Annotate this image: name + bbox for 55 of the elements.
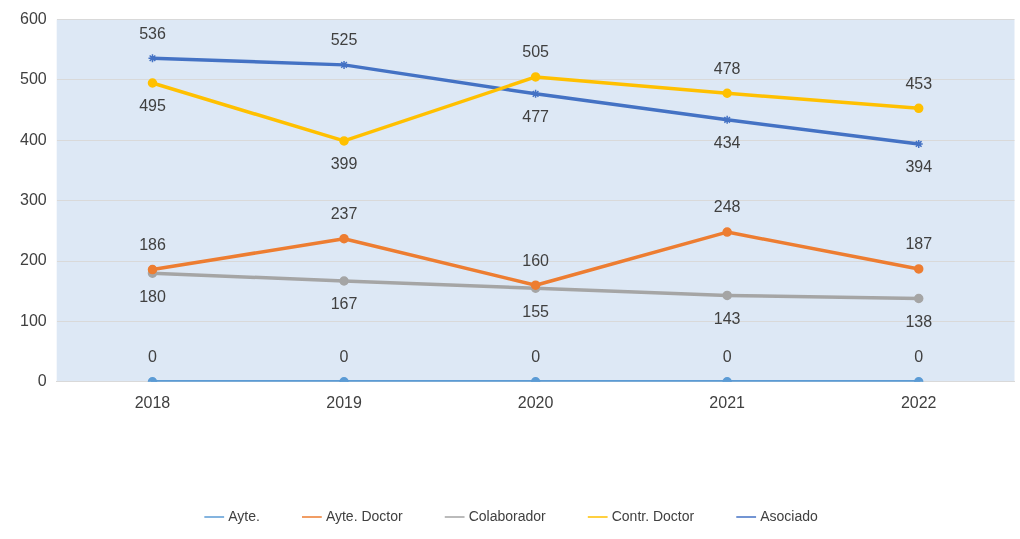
data-label: 0 [339, 348, 349, 366]
point [339, 276, 349, 286]
point [339, 136, 349, 146]
y-tick-label: 600 [19, 10, 47, 28]
y-tick-label: 500 [19, 70, 47, 88]
data-label: 237 [330, 205, 358, 223]
data-label: 477 [522, 108, 550, 126]
data-label: 495 [139, 97, 166, 115]
y-tick-label: 400 [19, 130, 47, 148]
point [530, 72, 541, 82]
point [722, 227, 732, 237]
legend-label: Contr. Doctor [611, 507, 695, 524]
data-label: 143 [713, 309, 741, 327]
legend-label: Ayte. [228, 507, 260, 524]
data-label: 0 [531, 348, 541, 366]
y-tick-label: 100 [19, 311, 47, 329]
legend-label: Ayte. Doctor [325, 507, 403, 524]
point [722, 88, 732, 98]
data-label: 394 [905, 158, 933, 176]
point [147, 264, 158, 275]
data-label: 525 [330, 31, 358, 49]
data-label: 399 [330, 155, 358, 173]
data-label: 138 [905, 312, 933, 330]
data-label: 186 [139, 235, 166, 253]
data-label: 180 [139, 287, 166, 305]
data-label: 155 [522, 302, 550, 320]
x-tick-label: 2020 [517, 393, 554, 411]
data-label: 453 [905, 74, 933, 92]
data-label: 0 [914, 348, 924, 366]
point [913, 293, 924, 304]
point [913, 264, 924, 274]
data-label: 536 [139, 24, 166, 42]
data-label: 434 [713, 134, 741, 152]
y-tick-label: 200 [19, 251, 47, 269]
point [722, 290, 732, 301]
legend-label: Colaborador [468, 507, 547, 524]
data-label: 187 [905, 235, 933, 253]
legend-label: Asociado [760, 507, 818, 524]
y-tick-label: 0 [37, 372, 47, 390]
x-tick-label: 2021 [709, 393, 746, 411]
data-label: 478 [713, 59, 741, 77]
data-label: 0 [148, 348, 158, 366]
data-label: 160 [522, 251, 550, 269]
x-tick-label: 2018 [134, 393, 171, 411]
x-tick-label: 2022 [900, 393, 937, 411]
point [913, 103, 924, 114]
point [339, 60, 349, 70]
data-label: 0 [722, 348, 732, 366]
data-label: 167 [330, 295, 358, 313]
point [147, 78, 158, 88]
x-tick-label: 2019 [326, 393, 362, 411]
y-tick-label: 300 [19, 191, 47, 209]
data-label: 248 [713, 198, 741, 216]
data-label: 505 [522, 43, 550, 61]
point [339, 233, 349, 244]
